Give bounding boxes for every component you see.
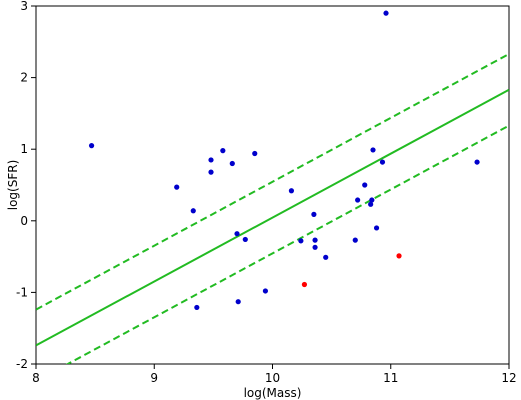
blue-data-point xyxy=(174,184,180,190)
y-axis-label: log(SFR) xyxy=(6,160,20,211)
blue-data-point xyxy=(312,237,318,243)
x-tick-label: 9 xyxy=(150,371,158,385)
x-tick-label: 10 xyxy=(265,371,280,385)
plot-area-frame xyxy=(35,5,510,365)
red-data-point xyxy=(301,281,308,288)
x-tick-label: 12 xyxy=(501,371,516,385)
y-tick-label: 2 xyxy=(20,71,28,85)
y-tick-label: -2 xyxy=(16,357,28,371)
blue-data-point xyxy=(368,201,374,207)
blue-data-point xyxy=(190,208,196,214)
blue-data-point xyxy=(369,197,375,203)
blue-data-point xyxy=(220,148,226,154)
blue-data-point xyxy=(234,231,240,237)
data-points xyxy=(88,10,480,311)
blue-data-point xyxy=(370,147,376,153)
y-tick-label: -1 xyxy=(16,285,28,299)
blue-data-point xyxy=(235,299,241,305)
fit-line-solid xyxy=(36,88,509,347)
blue-data-point xyxy=(262,288,269,294)
blue-data-point xyxy=(208,157,214,163)
blue-data-point xyxy=(208,169,214,175)
y-axis-ticks: -2 -1 0 1 2 3 xyxy=(16,0,36,371)
blue-data-point xyxy=(311,211,317,217)
blue-data-point xyxy=(474,159,480,165)
blue-data-point xyxy=(355,197,361,203)
x-tick-label: 11 xyxy=(383,371,398,385)
y-tick-label: 3 xyxy=(20,0,28,13)
fit-line-dashed-1 xyxy=(36,53,509,311)
fit-line-dashed-2 xyxy=(65,124,509,364)
x-axis-label: log(Mass) xyxy=(244,386,302,400)
blue-data-point xyxy=(379,159,386,165)
blue-data-point xyxy=(252,150,258,157)
blue-data-point xyxy=(288,188,295,194)
blue-data-point xyxy=(323,254,329,260)
blue-data-point xyxy=(242,236,248,243)
blue-data-point xyxy=(88,143,95,149)
blue-data-point xyxy=(312,244,318,250)
blue-data-point xyxy=(298,238,304,244)
x-axis-ticks: 8 9 10 11 12 xyxy=(32,364,517,385)
blue-data-point xyxy=(362,182,368,188)
blue-data-point xyxy=(229,160,235,167)
blue-data-point xyxy=(194,304,200,311)
y-tick-label: 1 xyxy=(20,142,28,156)
blue-data-point xyxy=(373,225,380,231)
fit-lines xyxy=(36,53,509,364)
y-tick-label: 0 xyxy=(20,214,28,228)
blue-data-point xyxy=(383,10,389,16)
blue-data-point xyxy=(352,237,358,243)
red-data-point xyxy=(396,253,402,259)
x-tick-label: 8 xyxy=(32,371,40,385)
